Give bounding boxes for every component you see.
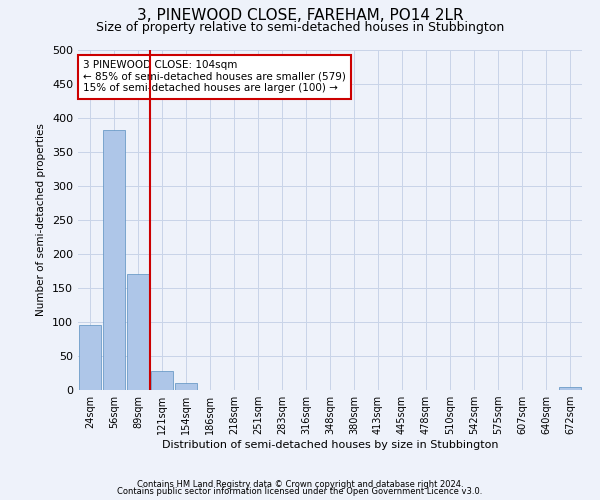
Text: 3 PINEWOOD CLOSE: 104sqm
← 85% of semi-detached houses are smaller (579)
15% of : 3 PINEWOOD CLOSE: 104sqm ← 85% of semi-d… [83, 60, 346, 94]
Text: Size of property relative to semi-detached houses in Stubbington: Size of property relative to semi-detach… [96, 21, 504, 34]
Text: 3, PINEWOOD CLOSE, FAREHAM, PO14 2LR: 3, PINEWOOD CLOSE, FAREHAM, PO14 2LR [137, 8, 463, 22]
Bar [79, 326, 101, 390]
Bar [559, 386, 581, 390]
Bar [127, 274, 149, 390]
Y-axis label: Number of semi-detached properties: Number of semi-detached properties [37, 124, 46, 316]
Bar [103, 130, 125, 390]
Bar [175, 383, 197, 390]
Text: Contains public sector information licensed under the Open Government Licence v3: Contains public sector information licen… [118, 487, 482, 496]
Bar [151, 371, 173, 390]
X-axis label: Distribution of semi-detached houses by size in Stubbington: Distribution of semi-detached houses by … [162, 440, 498, 450]
Text: Contains HM Land Registry data © Crown copyright and database right 2024.: Contains HM Land Registry data © Crown c… [137, 480, 463, 489]
